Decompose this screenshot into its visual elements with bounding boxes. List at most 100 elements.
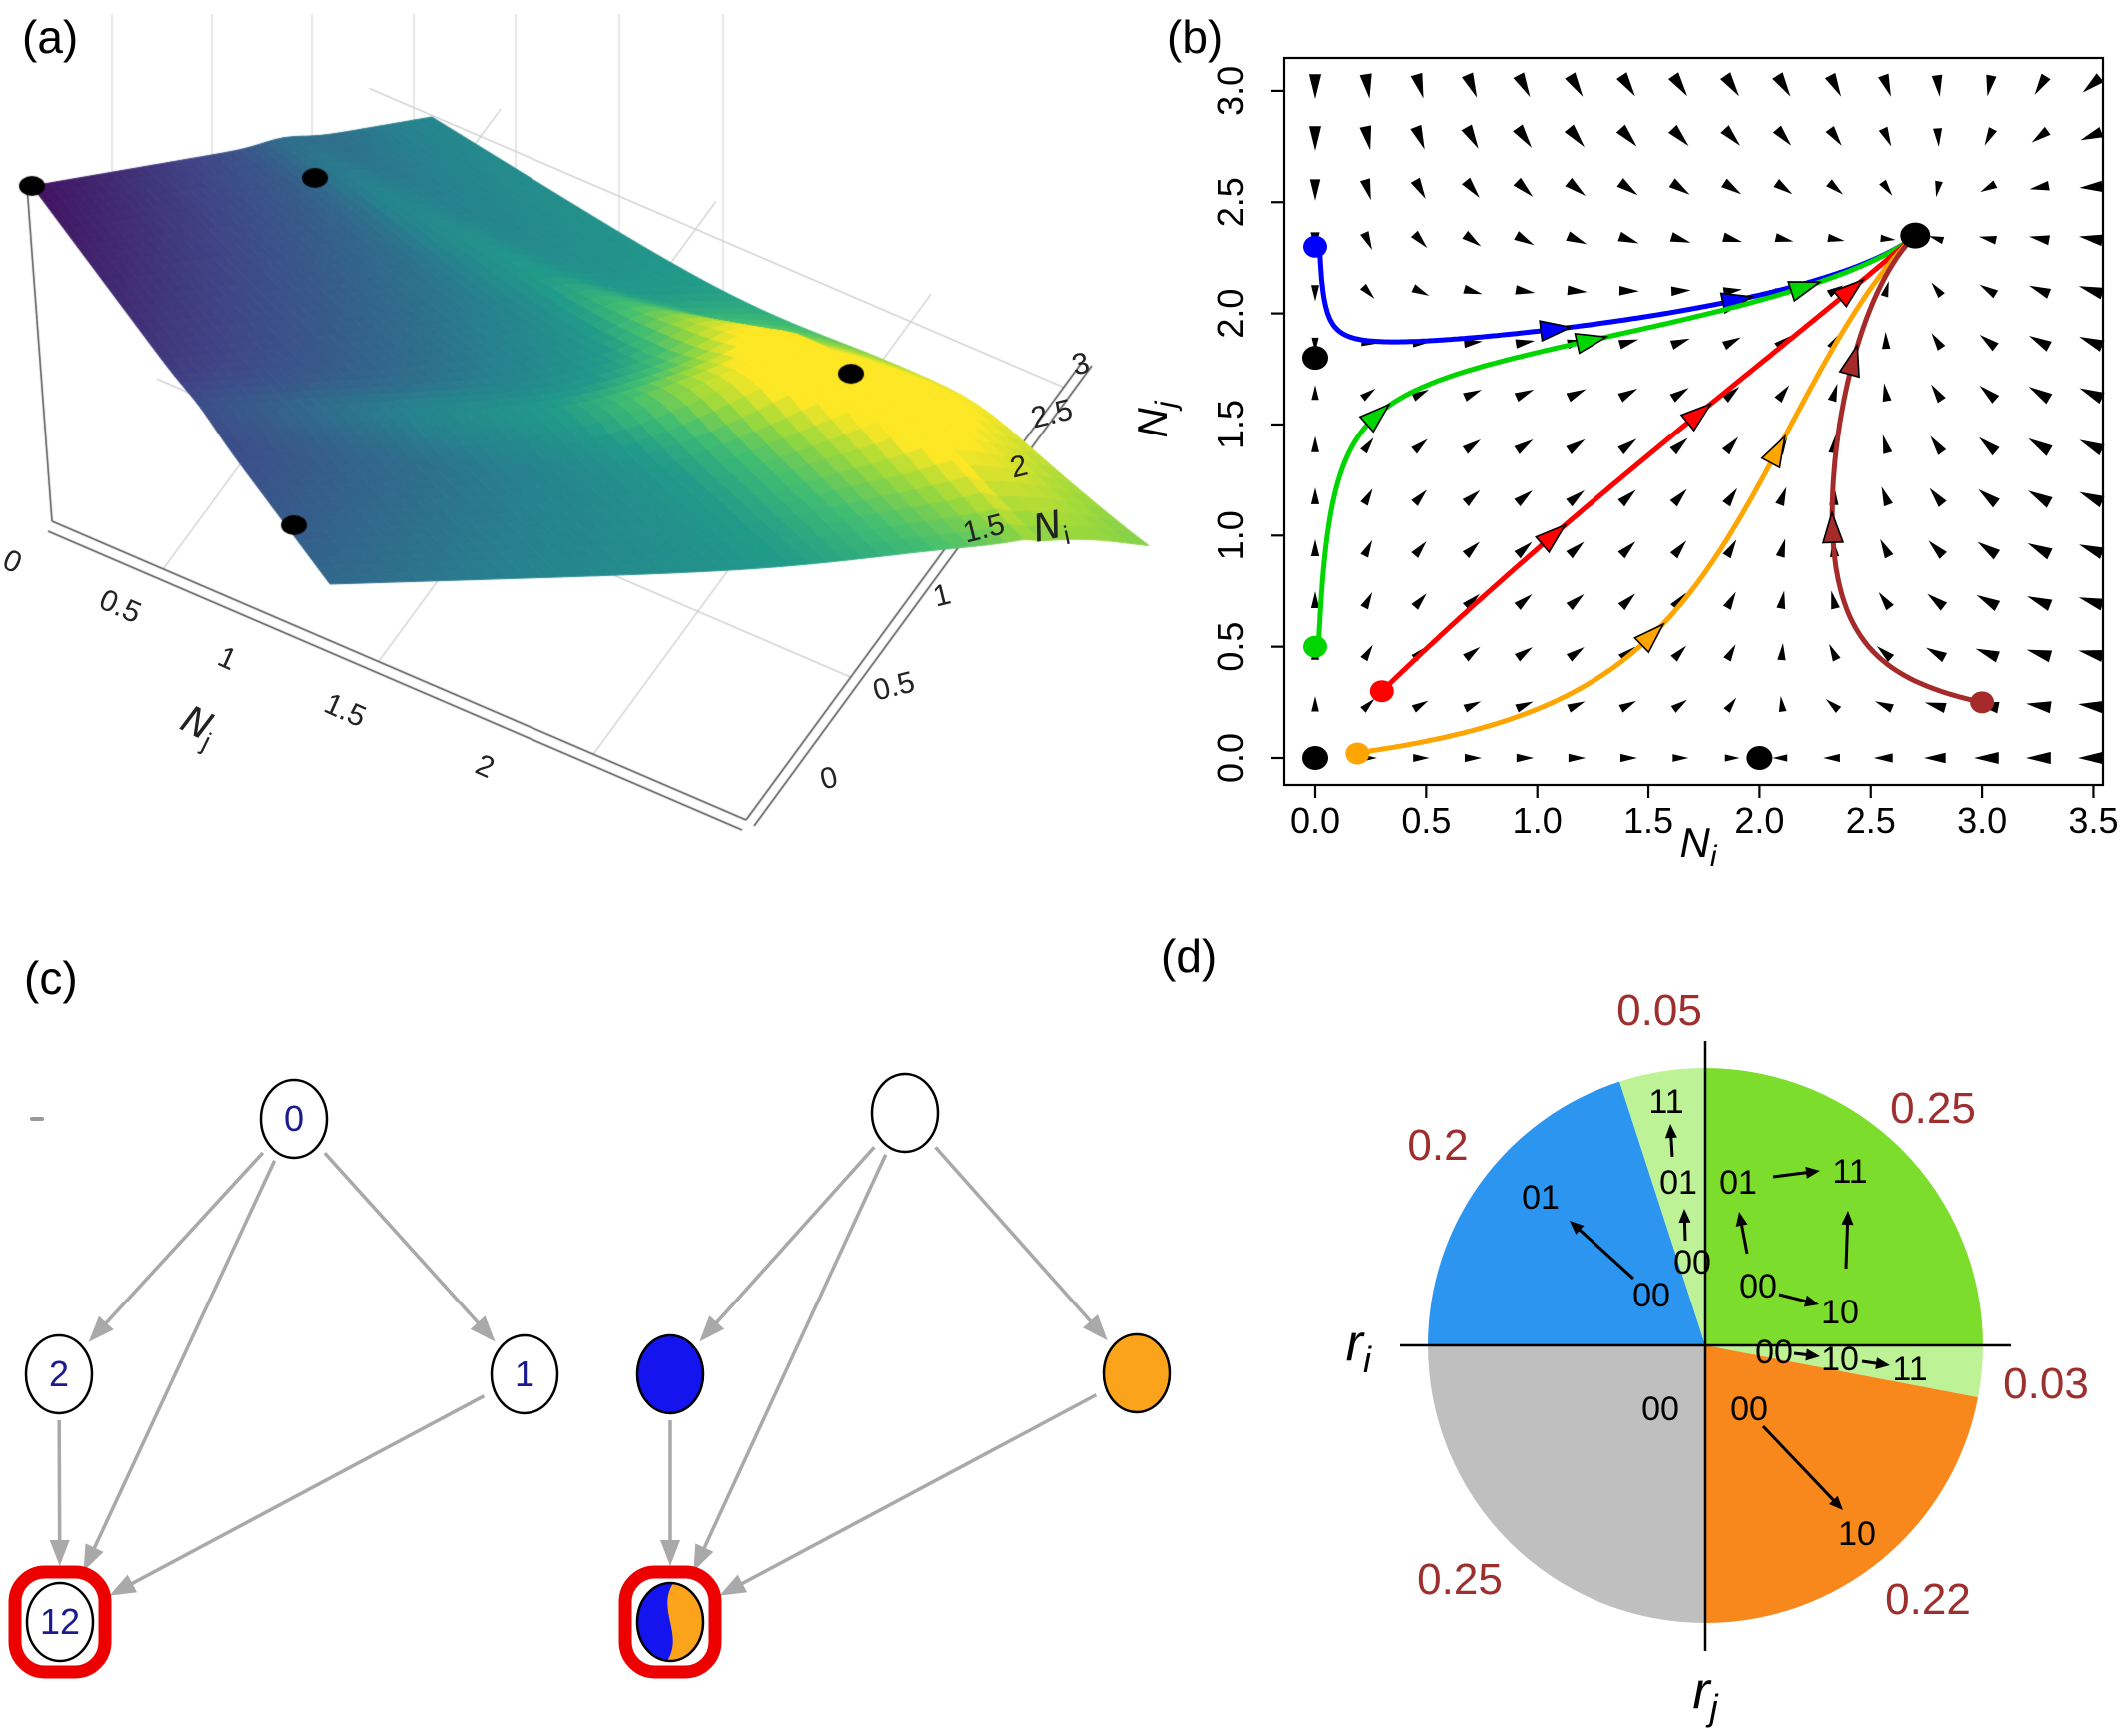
field-arrow	[1463, 646, 1481, 662]
field-arrow	[1308, 126, 1322, 151]
field-arrow	[1720, 125, 1741, 146]
field-arrow	[1826, 179, 1844, 195]
field-arrow	[2034, 73, 2051, 95]
field-arrow	[1411, 700, 1429, 713]
graph-edge	[694, 1154, 888, 1567]
field-arrow	[1359, 125, 1372, 151]
field-arrow	[1566, 541, 1585, 559]
field-arrow	[1776, 590, 1786, 610]
field-arrow	[2026, 649, 2053, 663]
pie-slice-value-label: 0.2	[1407, 1121, 1468, 1170]
trajectory-start-dot	[1345, 742, 1370, 765]
pie-slice	[1428, 1081, 1705, 1345]
field-arrow	[1670, 699, 1687, 713]
field-arrow	[1931, 333, 1946, 351]
field-arrow	[1413, 753, 1430, 763]
field-arrow	[1924, 752, 1946, 764]
field-arrow	[1462, 230, 1482, 247]
graph-node-label: 12	[40, 1601, 80, 1642]
field-arrow	[1882, 434, 1893, 454]
graph-node	[259, 1078, 329, 1160]
field-arrow	[1311, 435, 1319, 452]
field-arrow	[2028, 387, 2053, 405]
x-tick-label: 3.0	[1957, 800, 2007, 841]
field-arrow	[1827, 383, 1838, 403]
field-arrow	[1772, 125, 1792, 146]
field-arrow	[1880, 234, 1896, 243]
field-arrow	[1617, 388, 1638, 403]
field-arrow	[1411, 540, 1427, 558]
graph-edge	[702, 1146, 876, 1338]
transition-arrow	[1761, 1424, 1840, 1507]
trajectory-arrowhead	[1535, 523, 1568, 554]
field-arrow	[1566, 438, 1586, 455]
trajectory-start-dot	[1970, 691, 1995, 714]
field-arrow	[1360, 698, 1375, 713]
field-arrow	[2031, 126, 2051, 143]
field-arrow	[2028, 437, 2053, 456]
field-arrow	[1359, 178, 1371, 201]
pie-slice	[1705, 1345, 1983, 1398]
field-arrow	[1514, 231, 1535, 246]
x-tick-label: 0.5	[1401, 800, 1451, 841]
field-arrow	[1617, 593, 1635, 611]
graph-node-label: 1	[515, 1353, 534, 1394]
field-arrow	[1931, 74, 1943, 97]
field-arrow	[1974, 751, 1999, 765]
field-arrow	[1924, 702, 1947, 713]
x-tick-label: 1.5	[1623, 800, 1673, 841]
field-arrow	[1723, 644, 1736, 662]
field-arrow	[1617, 231, 1639, 244]
panel-d-pie-chart: 0.25 0.03 0.22 0.25 0.2 0.05 11 01 00 01 11 00 10 00 1…	[1346, 986, 2089, 1728]
state-label: 00	[1755, 1333, 1793, 1371]
field-arrow	[1514, 389, 1535, 403]
target-ring	[8, 1565, 112, 1679]
field-arrow	[1616, 72, 1635, 97]
field-arrow	[1778, 695, 1787, 713]
field-arrow	[1928, 236, 1945, 245]
field-arrow	[1462, 438, 1482, 454]
field-arrow	[1979, 436, 2000, 456]
plot-box	[1282, 56, 2105, 787]
field-arrow	[1721, 386, 1740, 403]
field-arrow	[1873, 753, 1893, 763]
pie-slice	[1705, 1068, 1983, 1345]
field-arrow	[2078, 597, 2105, 611]
y-tick-label: 1.0	[1210, 510, 1251, 560]
y-tick-label: 0.5	[1210, 622, 1251, 672]
trajectory-start-dot	[1303, 235, 1327, 258]
graph-node	[490, 1333, 559, 1415]
field-arrow	[1567, 701, 1586, 713]
field-arrow	[1880, 538, 1894, 559]
field-arrow	[1670, 645, 1687, 662]
graph-edge-arrowhead	[1083, 1314, 1108, 1341]
transition-arrowhead	[1570, 1221, 1585, 1235]
field-arrow	[1360, 592, 1373, 610]
graph-edge-arrowhead	[83, 1543, 104, 1572]
transition-arrowhead	[1735, 1212, 1748, 1227]
field-arrow	[1411, 489, 1428, 506]
field-arrow	[1977, 541, 2001, 560]
field-arrow	[1772, 72, 1791, 97]
panel-b-phase-portrait: 0.0 0.5 1.0 1.5 2.0 2.5 3.0 3.5 0.0 0.5 1.0 1.5 2.0 2…	[1129, 56, 2118, 868]
field-arrow	[1878, 591, 1894, 611]
field-arrow	[1566, 489, 1585, 507]
field-arrow	[1979, 386, 2000, 404]
field-arrow	[1670, 592, 1686, 611]
field-arrow	[1721, 178, 1742, 195]
field-arrow	[1824, 72, 1842, 97]
field-arrow	[1669, 232, 1691, 243]
field-arrow	[1825, 698, 1842, 713]
state-label: 10	[1821, 1340, 1859, 1378]
state-label: 00	[1673, 1244, 1711, 1282]
field-arrow	[1567, 285, 1588, 296]
field-arrow	[1310, 539, 1320, 557]
trajectory-arrowhead	[1832, 278, 1866, 309]
stable-attractor-dot	[1900, 222, 1931, 249]
field-arrow	[1669, 338, 1690, 350]
field-arrow	[1980, 180, 1998, 193]
field-arrow	[1874, 701, 1894, 713]
field-arrow	[2079, 544, 2105, 559]
transition-arrow	[1573, 1223, 1635, 1281]
state-label: 11	[1892, 1350, 1927, 1388]
